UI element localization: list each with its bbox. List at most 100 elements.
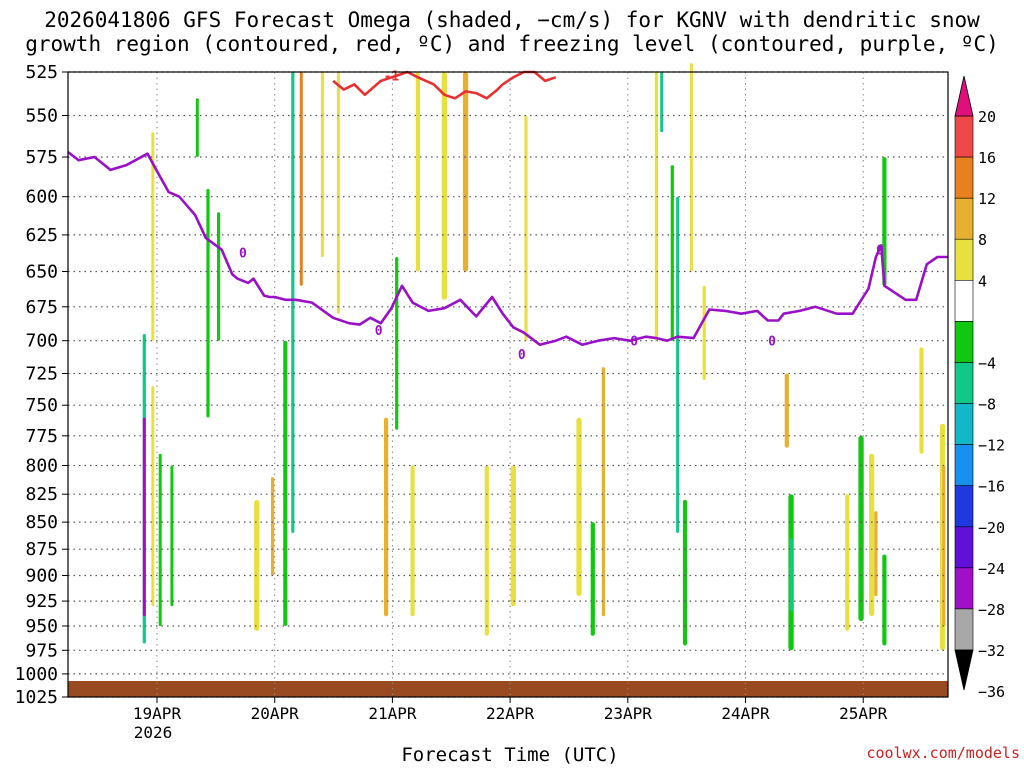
chart-title-line2: growth region (contoured, red, ºC) and f… [25,32,999,56]
colorbar-label-8: −16 [978,478,1005,496]
omega-region-39 [858,435,864,622]
colorbar-label-1: 16 [978,149,996,167]
x-tick-label-3: 22APR [486,704,535,723]
omega-region-42 [882,554,887,646]
y-tick-label-725: 725 [25,364,58,385]
y-tick-label-825: 825 [25,484,58,505]
credit-link[interactable]: coolwx.com/models [866,744,1020,762]
colorbar-band-4 [954,279,974,322]
colorbar-band-0 [954,115,974,158]
omega-region-20 [441,72,447,300]
y-tick-label-775: 775 [25,426,58,447]
x-axis-title: Forecast Time (UTC) [401,744,619,766]
y-tick-label-900: 900 [25,566,58,587]
colorbar-band-8 [954,444,974,487]
omega-region-16 [384,417,389,617]
x-tick-label-5: 24APR [721,704,770,723]
omega-shading-layer [142,63,946,651]
y-tick-label-800: 800 [25,456,58,477]
y-tick-label-925: 925 [25,591,58,612]
y-tick-label-700: 700 [25,331,58,352]
omega-region-43 [882,157,887,286]
omega-region-10 [271,477,275,576]
omega-region-33 [689,63,693,272]
colorbar-band-12 [954,608,974,651]
x-tick-label-6: 25APR [839,704,888,723]
omega-region-37 [789,538,793,612]
y-tick-label-550: 550 [25,106,58,127]
colorbar-label-4: 4 [978,272,987,290]
y-tick-label-625: 625 [25,225,58,246]
colorbar-top-arrow [954,75,974,117]
contour-line-layer [67,70,948,347]
omega-region-29 [660,72,664,133]
contour-label-3: 0 [518,348,526,363]
omega-region-18 [410,465,415,617]
colorbar-band-6 [954,362,974,404]
colorbar-label-7: −12 [978,437,1005,455]
omega-region-5 [170,465,174,607]
omega-region-38 [845,494,850,631]
ground-fill [68,681,948,697]
omega-region-40 [869,453,875,617]
chart-title-line1: 2026041806 GFS Forecast Omega (shaded, −… [44,8,980,32]
y-tick-label-675: 675 [25,297,58,318]
omega-region-8 [217,212,221,341]
omega-region-1 [142,417,146,617]
omega-region-19 [415,72,420,272]
omega-region-32 [682,499,688,646]
omega-region-44 [919,347,924,454]
omega-region-13 [299,72,303,286]
x-tick-label-4: 23APR [604,704,653,723]
omega-region-9 [254,499,260,631]
colorbar-label-13: −36 [978,683,1005,701]
y-tick-label-525: 525 [25,62,58,83]
grid-layer [68,71,948,698]
x-tick-label-0: 19APR [133,704,182,723]
contour-label-1: 0 [239,247,247,262]
omega-region-28 [654,72,658,341]
colorbar-band-7 [954,403,974,445]
contour-label-0: -1 [384,70,400,85]
omega-region-46 [942,465,946,626]
x-tick-label-1: 20APR [251,704,300,723]
colorbar-band-10 [954,526,974,569]
contour-label-5: 0 [768,335,776,350]
omega-region-26 [590,522,595,636]
series-line-1 [332,70,557,100]
y-tick-label-600: 600 [25,187,58,208]
colorbar-label-10: −24 [978,560,1005,578]
omega-region-2 [151,132,155,341]
colorbar-bottom-arrow [954,649,974,691]
omega-region-23 [510,465,516,607]
contour-label-layer: -1 0 0 0 0 0 0 [239,70,884,363]
colorbar: 20 16 12 8 4 −4 −8 −12 −16 −20 −24 −28 −32 −36 [954,75,1005,701]
colorbar-label-12: −32 [978,642,1005,660]
plot-frame [67,71,949,698]
omega-region-30 [670,165,674,341]
ground-layer [68,681,948,697]
omega-region-27 [601,367,605,617]
omega-region-4 [158,453,162,626]
colorbar-label-2: 12 [978,190,996,208]
omega-region-34 [702,285,706,380]
colorbar-band-11 [954,567,974,610]
omega-region-6 [195,98,199,157]
omega-region-24 [524,115,528,341]
omega-region-3 [151,386,155,607]
omega-region-22 [484,465,489,636]
omega-region-35 [784,373,789,448]
colorbar-label-0: 20 [978,108,996,126]
colorbar-label-3: 8 [978,231,987,249]
y-tick-label-850: 850 [25,512,58,533]
series-line-0 [67,151,948,347]
y-tick-label-875: 875 [25,539,58,560]
omega-region-12 [291,72,295,533]
omega-region-31 [676,196,680,533]
contour-label-4: 0 [630,335,638,350]
omega-region-17 [395,257,399,430]
colorbar-label-11: −28 [978,601,1005,619]
x-tick-label-2: 21APR [368,704,417,723]
colorbar-label-9: −20 [978,519,1005,537]
